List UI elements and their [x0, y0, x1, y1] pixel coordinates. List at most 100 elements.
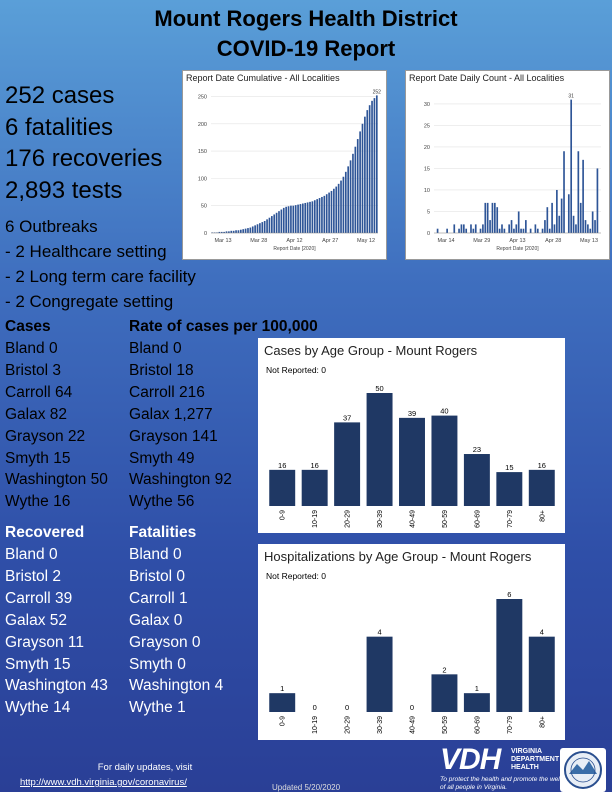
cumulative-bar	[325, 194, 328, 233]
fatalities-row: Wythe 1	[129, 699, 186, 717]
cases-age-data-label: 50	[375, 384, 383, 393]
cumulative-bar	[232, 230, 235, 233]
hosp-age-category-label: 20-29	[345, 716, 352, 734]
cumulative-bar	[223, 231, 225, 233]
daily-bar	[534, 224, 537, 233]
cases-age-data-label: 16	[310, 461, 318, 470]
recovered-row: Bland 0	[5, 546, 58, 563]
cumulative-bar	[275, 212, 278, 233]
daily-bar	[591, 211, 594, 233]
cumulative-x-axis-label: Report Date [2020]	[273, 246, 316, 252]
daily-bar	[553, 224, 556, 233]
cumulative-bar	[337, 183, 340, 233]
daily-bar	[501, 224, 503, 233]
cumulative-bar	[228, 231, 230, 233]
daily-chart: 0 5 10 15 20 25 30 31 Mar 14 Mar 29 Apr 13 Apr 28 Ma…	[424, 94, 601, 252]
cumulative-chart: 0 50 100 150 200 250 252 Mar 13 Mar 28 Apr 12 Apr …	[198, 89, 382, 252]
cases-age-bar	[399, 417, 425, 506]
daily-bar	[551, 202, 553, 233]
cumulative-peak-label: 252	[373, 89, 382, 95]
recovered-row: Carroll 39	[5, 589, 73, 607]
cumulative-y-tick-label: 200	[198, 122, 207, 128]
daily-y-tick-label: 30	[424, 102, 430, 108]
daily-bar	[541, 228, 544, 233]
fatalities-row: Carroll 1	[129, 589, 188, 607]
cases-age-data-label: 16	[278, 461, 286, 470]
cumulative-bar	[256, 224, 259, 233]
daily-bar	[556, 189, 558, 233]
daily-bar	[560, 198, 563, 233]
cumulative-bar	[282, 207, 285, 233]
hosp-age-bar	[431, 674, 458, 712]
daily-bar	[489, 220, 491, 233]
cases-by-age-title: Cases by Age Group - Mount Rogers	[264, 343, 478, 358]
cumulative-bar	[237, 230, 240, 233]
cumulative-bar	[309, 201, 311, 233]
rate-row: Wythe 56	[129, 493, 195, 511]
hosp-age-category-label: 80+	[539, 716, 546, 728]
daily-y-tick-label: 0	[427, 231, 430, 237]
cumulative-bar	[368, 105, 371, 233]
daily-chart-panel: Report Date Daily Count - All Localities…	[405, 70, 610, 260]
daily-bar	[596, 168, 599, 233]
daily-x-tick-label: Apr 13	[509, 238, 525, 244]
daily-bar	[517, 211, 520, 233]
cumulative-bar	[242, 229, 245, 233]
daily-bar	[584, 220, 587, 233]
health-seal-icon	[560, 748, 606, 792]
daily-bar	[513, 228, 515, 233]
daily-bar	[567, 194, 570, 233]
cases-age-category-label: 20-29	[345, 510, 352, 528]
hosp-age-bar	[463, 693, 490, 712]
cumulative-bar	[328, 192, 330, 233]
daily-y-tick-label: 15	[424, 166, 430, 172]
updated-date: Updated 5/20/2020	[272, 783, 341, 792]
fatalities-row: Galax 0	[129, 611, 183, 629]
outbreak-item: - 2 Long term care facility	[5, 267, 196, 286]
vdh-department-name: VIRGINIA DEPARTMENT OF HEALTH	[511, 748, 571, 771]
summary-tests: 2,893 tests	[5, 176, 123, 204]
cumulative-y-tick-label: 0	[204, 231, 207, 237]
outbreak-item: - 2 Healthcare setting	[5, 242, 167, 261]
cases-age-bar	[463, 454, 490, 506]
daily-bar	[482, 224, 484, 233]
recovered-row: Bristol 2	[5, 567, 61, 585]
rate-row: Bland 0	[129, 340, 182, 357]
daily-x-tick-label: Mar 29	[473, 238, 490, 244]
title-line-2: COVID-19 Report	[216, 36, 396, 61]
recovered-row: Galax 52	[5, 611, 68, 629]
hosp-age-category-label: 50-59	[442, 716, 449, 734]
coronavirus-link[interactable]: http://www.vdh.virginia.gov/coronavirus/	[20, 777, 187, 788]
daily-bar	[522, 228, 525, 233]
fatalities-table: Fatalities Bland 0 Bristol 0 Carroll 1 G…	[129, 522, 223, 719]
cumulative-bar	[287, 206, 290, 233]
hosp-not-reported: Not Reported: 0	[266, 571, 327, 581]
cumulative-bar	[373, 98, 376, 233]
daily-bar	[484, 202, 487, 233]
hosp-age-bar	[269, 693, 296, 712]
fatalities-row: Washington 4	[129, 677, 224, 695]
cumulative-bar	[266, 219, 268, 233]
cases-age-data-label: 37	[343, 413, 351, 422]
daily-bar	[536, 228, 539, 233]
hosp-by-age-title: Hospitalizations by Age Group - Mount Ro…	[264, 549, 532, 564]
cumulative-bar	[254, 225, 256, 233]
daily-bar	[529, 228, 532, 233]
daily-peak-label: 31	[568, 94, 574, 100]
cumulative-y-tick-label: 50	[201, 204, 207, 210]
daily-bar	[503, 228, 506, 233]
hosp-age-data-label: 6	[507, 590, 511, 599]
daily-bar	[520, 228, 522, 233]
cumulative-bar	[285, 206, 287, 233]
cumulative-chart-title: Report Date Cumulative - All Localities	[186, 73, 340, 83]
cases-row: Bland 0	[5, 340, 58, 357]
cumulative-bar	[371, 100, 373, 233]
cases-age-bar	[431, 415, 458, 506]
cumulative-bar	[316, 199, 318, 233]
daily-bar	[436, 228, 439, 233]
summary-cases: 252 cases	[5, 82, 115, 109]
cases-by-age-chart: 16 0-9 16 10-19 37 20-29 50 30-39 39 40-49 40 50-59…	[269, 384, 555, 528]
daily-bar	[458, 228, 460, 233]
daily-bar	[472, 228, 475, 233]
summary-block: 252 cases 6 fatalities 176 recoveries 2,…	[5, 80, 162, 206]
